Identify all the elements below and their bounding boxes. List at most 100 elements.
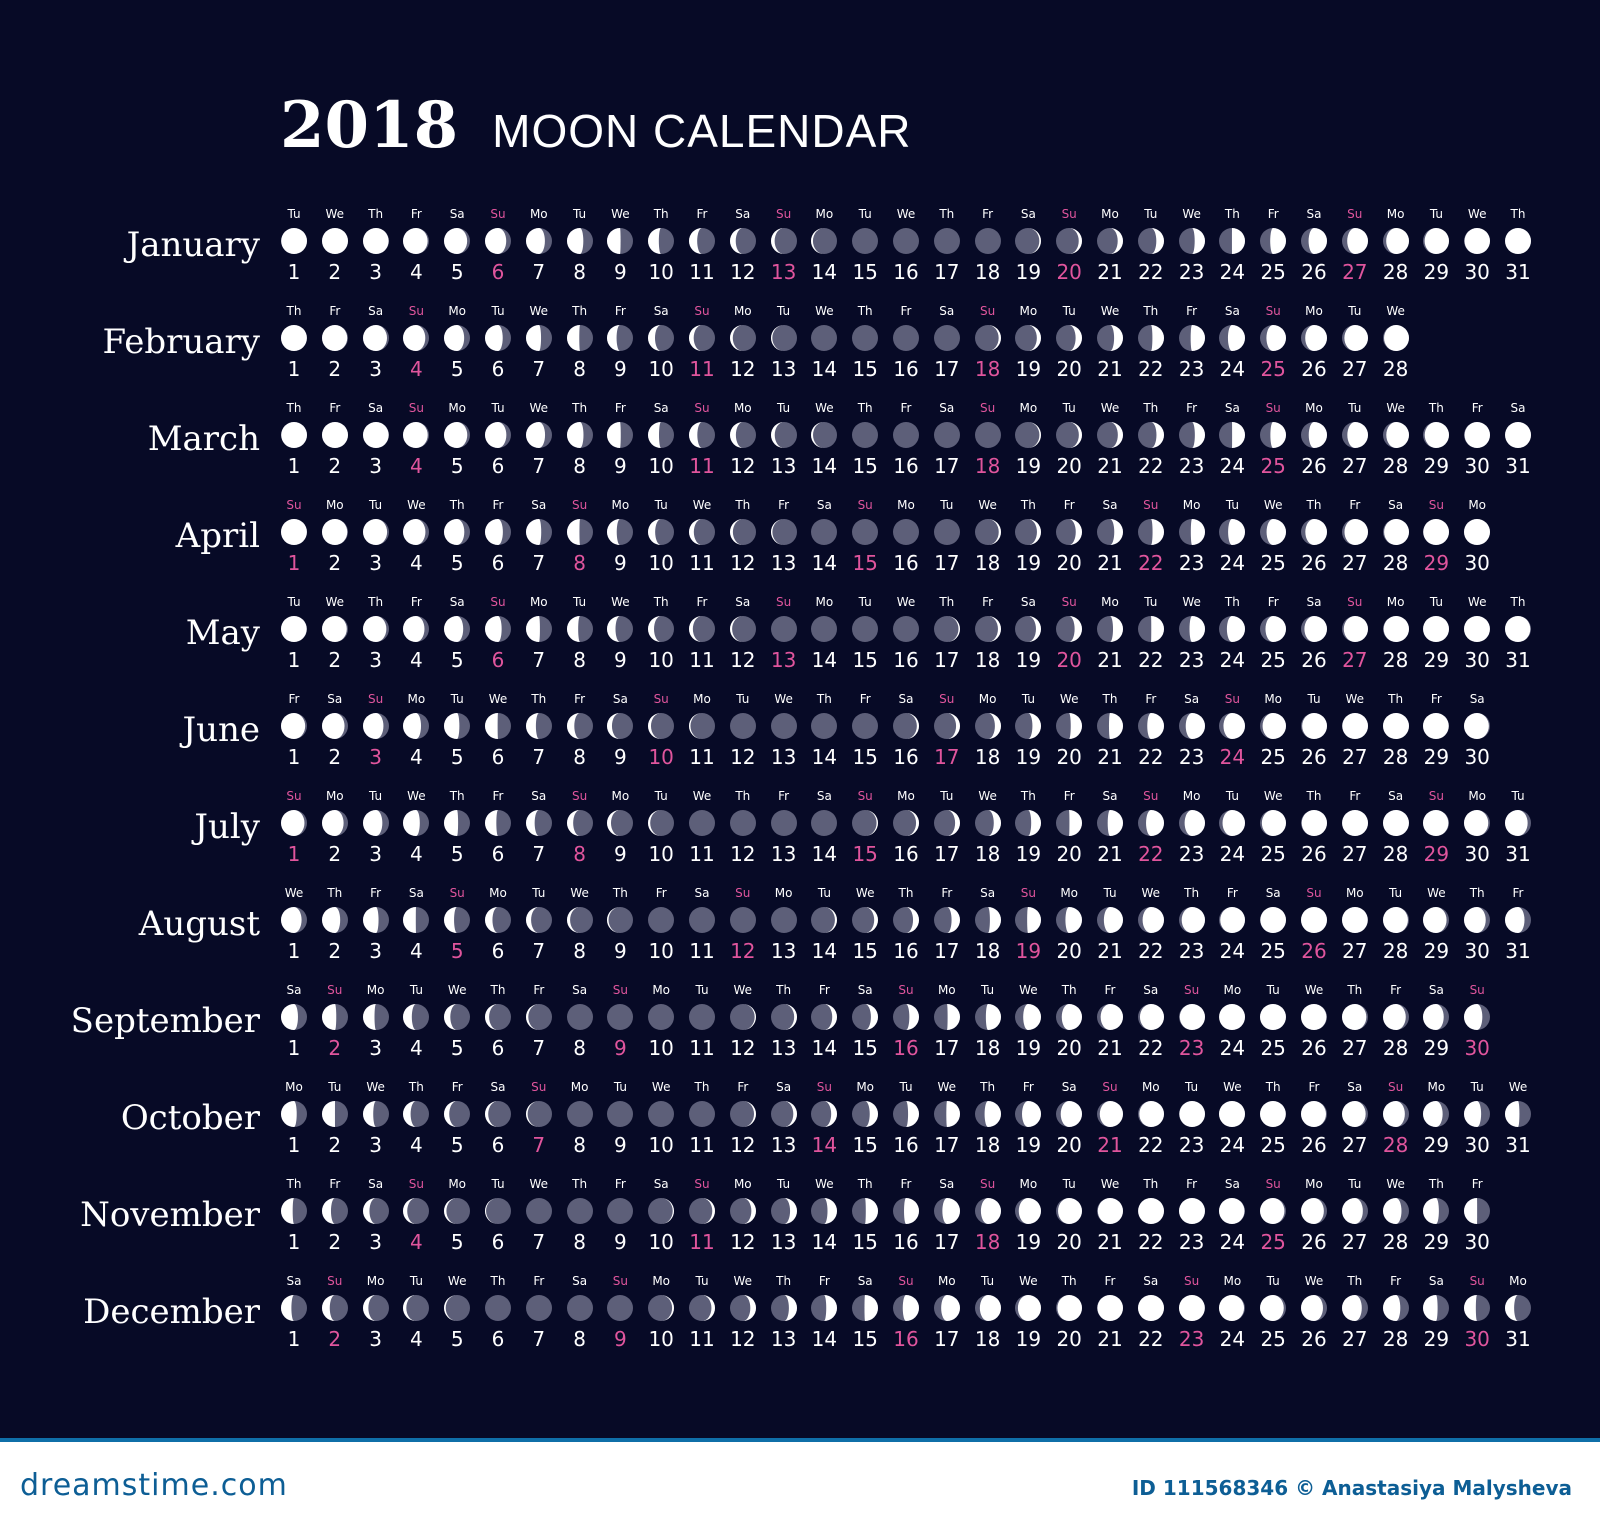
weekday-label: Mo	[733, 401, 752, 415]
moon-phase-icon	[729, 1198, 756, 1224]
weekday-label: Mo	[1305, 304, 1323, 318]
day-number: 29	[1423, 454, 1450, 478]
weekday-label: We	[529, 401, 549, 415]
day-cell: Tu 16	[886, 1080, 926, 1170]
day-number: 30	[1464, 1230, 1490, 1254]
weekday-label: We	[815, 1177, 834, 1191]
moon-phase-icon	[811, 519, 838, 545]
day-cell: Su 20	[1049, 595, 1089, 685]
day-cell: Su 4	[396, 304, 436, 394]
weekday-label: We	[937, 1080, 957, 1094]
moon-phase-icon	[1464, 1101, 1491, 1127]
day-cell: Th 12	[723, 789, 763, 879]
weekday-label: Sa	[1224, 304, 1240, 318]
day-number: 17	[934, 551, 960, 575]
day-number: 15	[852, 842, 878, 866]
day-cell: We 3	[356, 1080, 396, 1170]
day-cell: Th 6	[478, 1274, 518, 1364]
day-cell: Su 8	[560, 498, 600, 588]
day-number: 21	[1097, 260, 1123, 284]
weekday-label: Th	[1020, 498, 1036, 512]
day-number: 19	[1015, 745, 1042, 769]
day-number: 13	[770, 260, 797, 284]
moon-phase-icon	[1219, 616, 1246, 642]
day-number: 9	[614, 1327, 627, 1351]
day-number: 9	[614, 454, 627, 478]
day-cell: Su 16	[886, 983, 926, 1073]
day-cell: Sa 17	[927, 1177, 967, 1267]
day-number: 19	[1015, 842, 1042, 866]
day-number: 1	[287, 939, 301, 963]
moon-phase-icon	[403, 713, 430, 739]
day-cell: Su 30	[1457, 1274, 1497, 1364]
moon-phase-icon	[689, 1004, 715, 1030]
day-number: 10	[648, 260, 674, 284]
day-cell: We 1	[274, 886, 314, 976]
moon-phase-icon	[566, 1198, 593, 1224]
day-number: 4	[410, 745, 423, 769]
moon-phase-icon	[362, 422, 389, 448]
weekday-label: We	[896, 595, 916, 609]
day-cell: We 21	[1090, 304, 1130, 394]
weekday-label: Tu	[899, 1080, 913, 1094]
day-number: 12	[730, 357, 756, 381]
day-number: 9	[614, 1230, 627, 1254]
weekday-label: Tu	[695, 983, 709, 997]
moon-phase-icon	[1097, 1101, 1123, 1127]
day-cell: We 14	[804, 401, 844, 491]
weekday-label: Tu	[287, 207, 301, 221]
day-number: 22	[1138, 1036, 1164, 1060]
weekday-label: Tu	[1185, 1080, 1199, 1094]
weekday-label: Mo	[611, 789, 630, 803]
day-number: 28	[1382, 260, 1409, 284]
month-row: June Fr 1 Sa 2 Su 3 Mo 4 Tu 5 We 6 Th 7 Fr 8 Sa 9 Su 10 Mo 11 T…	[0, 692, 1600, 789]
day-number: 24	[1219, 551, 1246, 575]
moon-phase-icon	[1178, 228, 1205, 254]
day-number: 30	[1464, 745, 1490, 769]
day-number: 20	[1056, 939, 1082, 963]
moon-phase-icon	[362, 228, 389, 254]
day-number: 22	[1138, 842, 1164, 866]
weekday-label: We	[529, 304, 549, 318]
day-number: 18	[974, 454, 1001, 478]
weekday-label: Su	[1428, 789, 1444, 803]
weekday-label: Sa	[531, 498, 547, 512]
day-number: 30	[1464, 454, 1490, 478]
day-number: 19	[1015, 551, 1042, 575]
day-number: 21	[1097, 1327, 1123, 1351]
day-number: 30	[1464, 648, 1490, 672]
day-cell: Sa 15	[845, 1274, 885, 1364]
moon-phase-icon	[1341, 228, 1368, 254]
day-cell: Su 29	[1416, 498, 1456, 588]
day-cell: Tu 28	[1376, 886, 1416, 976]
day-cell: Tu 22	[1131, 207, 1171, 297]
day-number: 28	[1382, 1036, 1409, 1060]
weekday-label: Th	[286, 401, 302, 415]
weekday-label: Tu	[1225, 789, 1239, 803]
weekday-label: We	[1304, 1274, 1324, 1288]
day-number: 28	[1382, 454, 1409, 478]
weekday-label: Mo	[937, 983, 956, 997]
weekday-label: Sa	[1388, 789, 1404, 803]
moon-phase-icon	[974, 907, 1001, 933]
day-cell: Th 29	[1416, 1177, 1456, 1267]
weekday-label: We	[366, 1080, 385, 1094]
moon-phase-icon	[444, 1198, 471, 1224]
weekday-label: Fr	[1267, 207, 1279, 221]
weekday-label: Mo	[897, 789, 915, 803]
moon-phase-icon	[1423, 810, 1450, 836]
day-number: 14	[811, 1036, 838, 1060]
moon-phase-icon	[811, 713, 838, 739]
moon-phase-icon	[566, 907, 593, 933]
day-number: 5	[450, 1133, 464, 1157]
moon-phase-icon	[1301, 1295, 1327, 1321]
day-number: 7	[532, 357, 546, 381]
day-number: 9	[614, 260, 627, 284]
day-cell: Su 19	[1008, 886, 1048, 976]
month-name: May	[185, 613, 260, 653]
day-number: 29	[1423, 842, 1450, 866]
day-number: 12	[730, 1230, 756, 1254]
moon-phase-icon	[1219, 1295, 1246, 1321]
moon-phase-icon	[485, 713, 511, 739]
day-number: 15	[852, 357, 878, 381]
